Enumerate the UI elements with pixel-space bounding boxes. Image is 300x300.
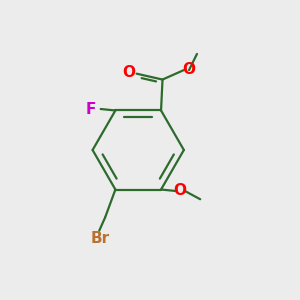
- Text: O: O: [182, 62, 196, 77]
- Text: O: O: [123, 65, 136, 80]
- Text: O: O: [173, 184, 186, 199]
- Text: Br: Br: [91, 231, 110, 246]
- Text: F: F: [86, 101, 96, 116]
